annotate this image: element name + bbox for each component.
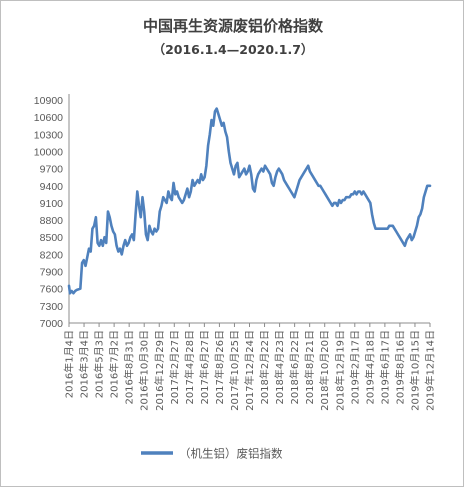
legend-label: （机生铝）废铝指数: [179, 447, 283, 461]
x-tick-label: 2018年4月23日: [273, 330, 286, 405]
y-tick-label: 10000: [34, 146, 63, 158]
x-tick-label: 2019年6月17日: [378, 330, 391, 405]
y-tick-label: 8200: [40, 249, 64, 261]
x-tick-label: 2019年2月17日: [348, 330, 361, 405]
x-tick-label: 2017年12月24日: [243, 330, 256, 411]
y-tick-label: 7000: [40, 318, 64, 330]
x-tick-label: 2018年10月20日: [318, 330, 331, 411]
x-tick-label: 2019年10月15日: [408, 330, 421, 411]
x-tick-label: 2017年10月25日: [228, 330, 241, 411]
series-line: [67, 107, 432, 295]
x-tick-label: 2016年1月4日: [63, 330, 76, 398]
x-tick-label: 2016年12月29日: [153, 330, 166, 411]
x-tick-label: 2019年12月14日: [424, 330, 437, 411]
chart-title: 中国再生资源废铝价格指数: [142, 17, 323, 35]
x-tick-label: 2017年8月26日: [213, 330, 226, 405]
x-tick-label: 2016年7月2日: [108, 330, 121, 398]
x-tick-label: 2017年6月27日: [198, 330, 211, 405]
x-tick-label: 2018年6月22日: [288, 330, 301, 405]
chart-subtitle: （2016.1.4—2020.1.7）: [152, 42, 314, 57]
x-tick-label: 2016年8月31日: [123, 330, 136, 405]
x-tick-label: 2016年3月4日: [78, 330, 91, 398]
y-tick-label: 10600: [34, 112, 63, 124]
y-tick-label: 9400: [40, 181, 64, 193]
x-tick-label: 2017年2月27日: [168, 330, 181, 405]
y-tick-label: 9700: [40, 164, 64, 176]
y-tick-label: 7900: [40, 267, 64, 279]
x-tick-label: 2018年2月22日: [258, 330, 271, 405]
y-tick-label: 7600: [40, 284, 64, 296]
x-tick-label: 2016年5月3日: [93, 330, 106, 398]
x-tick-label: 2019年4月18日: [363, 330, 376, 405]
x-tick-label: 2017年4月28日: [183, 330, 196, 405]
y-tick-label: 8500: [40, 232, 64, 244]
x-tick-label: 2018年12月19日: [333, 330, 346, 411]
y-tick-label: 8800: [40, 215, 64, 227]
x-tick-label: 2019年8月16日: [393, 330, 406, 405]
x-tick-label: 2018年8月21日: [303, 330, 316, 405]
y-tick-label: 10900: [34, 95, 63, 107]
y-tick-label: 7300: [40, 301, 64, 313]
y-tick-label: 9100: [40, 198, 64, 210]
x-tick-label: 2016年10月30日: [138, 330, 151, 411]
y-tick-label: 10300: [34, 129, 63, 141]
